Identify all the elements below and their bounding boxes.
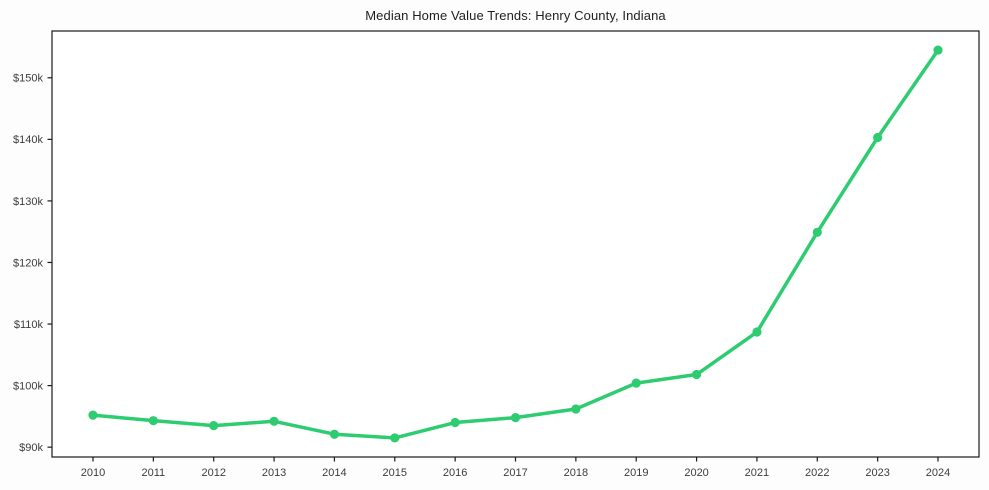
x-axis-tick-label: 2019 [624, 467, 648, 479]
data-point-2010 [88, 410, 98, 420]
x-axis-tick-label: 2015 [383, 467, 407, 479]
data-point-2012 [209, 421, 219, 431]
x-axis-tick-label: 2022 [805, 467, 829, 479]
x-axis-tick-label: 2021 [745, 467, 769, 479]
data-point-2017 [510, 413, 521, 423]
y-axis-tick-label: $100k [13, 380, 43, 392]
x-axis-tick-label: 2013 [262, 467, 286, 479]
x-axis-tick-label: 2010 [81, 467, 105, 479]
y-axis-tick-label: $90k [19, 442, 43, 454]
data-point-2018 [571, 404, 581, 414]
data-point-2011 [148, 416, 158, 426]
data-point-2015 [390, 433, 400, 443]
data-point-2020 [691, 369, 702, 380]
chart-title: Median Home Value Trends: Henry County, … [365, 8, 666, 23]
plot-area [51, 30, 980, 458]
x-axis-tick-label: 2011 [142, 467, 166, 479]
x-axis-tick-label: 2023 [865, 467, 889, 479]
x-axis-tick-label: 2012 [201, 467, 225, 479]
data-point-2016 [450, 417, 460, 428]
data-point-2019 [631, 378, 641, 388]
y-axis-tick-label: $140k [13, 134, 43, 146]
data-point-2024 [933, 45, 943, 55]
y-axis-tick-label: $150k [13, 73, 43, 85]
data-point-2014 [329, 429, 340, 439]
y-axis-tick-label: $110k [14, 319, 44, 331]
y-axis-tick-label: $130k [13, 196, 43, 208]
data-point-2022 [812, 227, 822, 237]
x-axis-tick-label: 2020 [684, 467, 708, 479]
x-axis-tick-label: 2017 [503, 467, 527, 479]
x-axis-tick-label: 2016 [443, 467, 467, 479]
x-axis-tick-label: 2018 [564, 467, 588, 479]
data-point-2023 [873, 132, 883, 143]
data-point-2021 [752, 327, 762, 337]
x-axis-tick-label: 2014 [322, 467, 346, 479]
x-axis-tick-label: 2024 [926, 467, 950, 479]
y-axis-tick-label: $120k [13, 257, 43, 269]
data-point-2013 [269, 416, 279, 426]
